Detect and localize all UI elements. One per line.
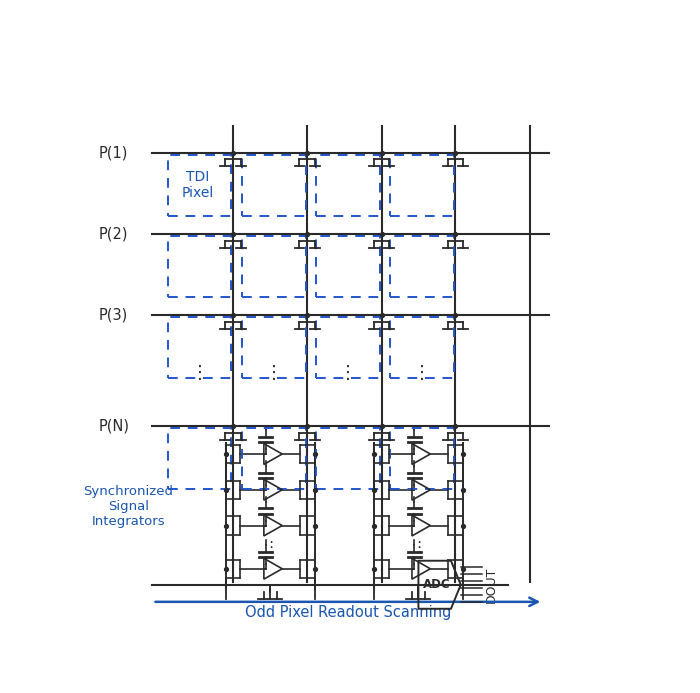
Text: ⋮: ⋮ (340, 364, 357, 382)
Text: P(2): P(2) (98, 226, 128, 241)
Text: Synchronized
Signal
Integrators: Synchronized Signal Integrators (83, 484, 173, 527)
Bar (390, 155, 454, 216)
Text: DOUT: DOUT (485, 567, 498, 603)
Text: ⋮: ⋮ (262, 540, 278, 554)
Text: P(3): P(3) (98, 307, 127, 322)
Bar (242, 155, 306, 216)
Bar (242, 236, 306, 297)
Bar (390, 428, 454, 489)
Bar (316, 317, 380, 378)
Bar (316, 236, 380, 297)
Bar (316, 428, 380, 489)
Text: P(N): P(N) (98, 419, 130, 433)
Text: P(1): P(1) (98, 145, 127, 160)
Bar (242, 428, 306, 489)
Text: TDI
Pixel: TDI Pixel (181, 170, 214, 200)
Text: ADC: ADC (423, 578, 450, 591)
Text: Odd Pixel Readout Scanning: Odd Pixel Readout Scanning (245, 605, 451, 620)
Text: ⋮: ⋮ (190, 364, 209, 382)
Text: ⋮: ⋮ (265, 364, 283, 382)
Bar (242, 317, 306, 378)
Bar (168, 317, 231, 378)
Bar (390, 317, 454, 378)
Bar (390, 236, 454, 297)
Bar (168, 428, 231, 489)
Text: ⋮: ⋮ (413, 364, 431, 382)
Bar (316, 155, 380, 216)
Text: ⋮: ⋮ (411, 540, 426, 554)
Bar (168, 155, 231, 216)
Bar (168, 236, 231, 297)
